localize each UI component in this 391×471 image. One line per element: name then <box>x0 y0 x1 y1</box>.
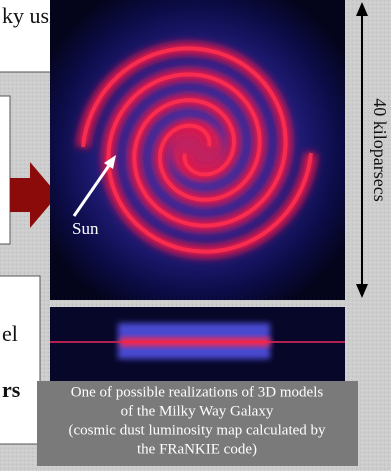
slide: ky using a el rs Sun 40 kiloparsecs One … <box>0 0 391 471</box>
box-text: rs <box>2 377 21 402</box>
box-text: el <box>2 321 18 346</box>
edge-on-core <box>120 338 270 346</box>
caption-line: One of possible realizations of 3D model… <box>71 384 324 400</box>
scale-label: 40 kiloparsecs <box>370 98 390 201</box>
galaxy-image <box>50 0 345 300</box>
caption-line: of the Milky Way Galaxy <box>121 403 274 419</box>
text-box <box>0 276 40 444</box>
text-box <box>0 96 10 244</box>
caption-line: the FRaNKIE code) <box>137 441 257 457</box>
sun-label: Sun <box>72 219 99 238</box>
caption-line: (cosmic dust luminosity map calculated b… <box>68 422 326 438</box>
